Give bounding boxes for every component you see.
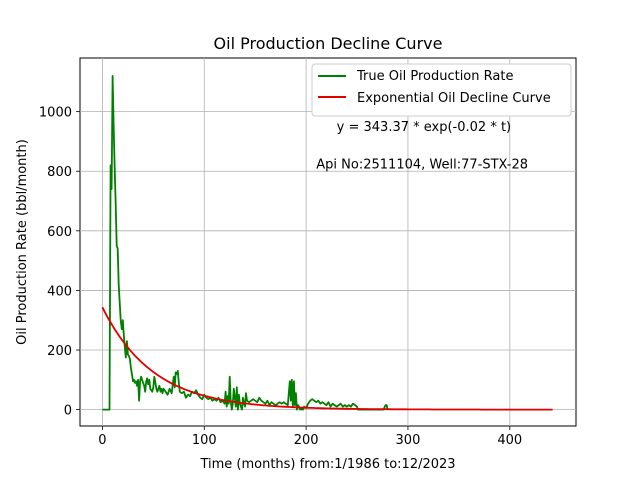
x-tick-label-300: 300 — [396, 433, 421, 448]
series-line-true-rate — [102, 75, 389, 411]
series-line-exponential — [101, 306, 553, 411]
y-tick-label-400: 400 — [47, 284, 72, 299]
chart-title: Oil Production Decline Curve — [214, 34, 443, 53]
x-axis-label: Time (months) from:1/1986 to:12/2023 — [199, 457, 455, 472]
y-tick-label-0: 0 — [64, 404, 72, 419]
x-tick-label-0: 0 — [98, 433, 106, 448]
legend: True Oil Production Rate Exponential Oil… — [311, 63, 572, 117]
y-tick-label-1000: 1000 — [39, 106, 72, 121]
y-tick-label-600: 600 — [47, 225, 72, 240]
y-tick-label-200: 200 — [47, 344, 72, 359]
x-tick-label-100: 100 — [192, 433, 217, 448]
annotations: y = 343.37 * exp(-0.02 * t) Api No:25111… — [316, 120, 528, 172]
x-tick-label-200: 200 — [294, 433, 319, 448]
y-tick-label-800: 800 — [47, 165, 72, 180]
legend-label-exponential: Exponential Oil Decline Curve — [357, 91, 551, 106]
equation-annotation: y = 343.37 * exp(-0.02 * t) — [337, 120, 511, 135]
axis-ticks: 0 100 200 300 400 0 200 400 600 800 1000 — [39, 106, 522, 448]
x-tick-label-400: 400 — [497, 433, 522, 448]
series-layer — [101, 75, 553, 411]
legend-label-true-rate: True Oil Production Rate — [356, 69, 513, 84]
well-annotation: Api No:2511104, Well:77-STX-28 — [316, 157, 528, 172]
y-axis-label: Oil Production Rate (bbl/month) — [15, 139, 30, 345]
plot-area — [79, 57, 577, 427]
legend-box — [311, 63, 572, 117]
